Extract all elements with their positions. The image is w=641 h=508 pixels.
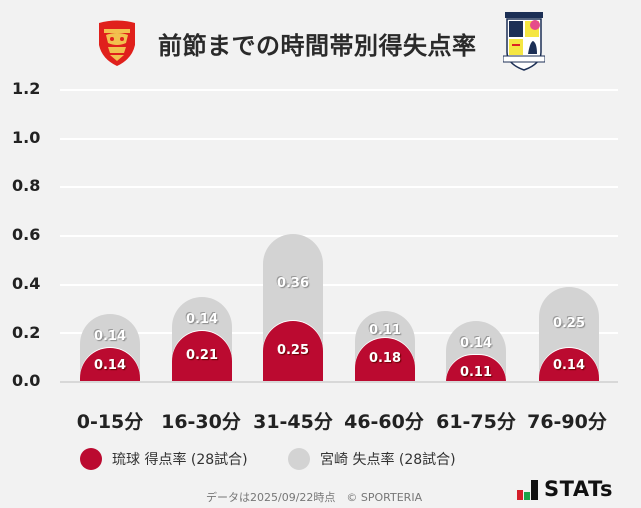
bar-group: 0.11 0.18 — [355, 311, 415, 382]
miyazaki-crest-icon — [503, 12, 545, 71]
data-source-note: データは2025/09/22時点 © SPORTERIA — [206, 491, 423, 504]
x-axis-baseline — [60, 381, 618, 383]
ryukyu-crest-icon — [99, 20, 135, 66]
bar-away-value: 0.11 — [368, 322, 402, 338]
y-tick-label: 1.2 — [12, 79, 41, 98]
x-tick-label: 46-60分 — [344, 411, 424, 433]
bar-away-value: 0.36 — [276, 275, 310, 291]
bar-chart-logo-icon — [517, 480, 538, 500]
bar-group: 0.14 0.14 — [80, 314, 140, 382]
legend-swatch-red-icon — [80, 448, 102, 470]
gridline — [60, 186, 618, 188]
legend-item-away[interactable]: 宮崎 失点率 (28試合) — [288, 448, 456, 470]
gridline — [60, 284, 618, 286]
x-tick-label: 31-45分 — [253, 411, 333, 433]
bar-home-value: 0.21 — [185, 347, 219, 363]
bar-home-value: 0.14 — [552, 358, 586, 373]
x-tick-label: 61-75分 — [436, 411, 516, 433]
bar-group: 0.14 0.11 — [446, 321, 506, 382]
bar-away-value: 0.14 — [93, 329, 127, 344]
gridline — [60, 89, 618, 91]
y-tick-label: 0.6 — [12, 225, 41, 244]
bar-home-value: 0.18 — [368, 351, 402, 366]
legend-item-home[interactable]: 琉球 得点率 (28試合) — [80, 448, 248, 470]
stats-brand-text: STATs — [544, 477, 613, 501]
bar-away-value: 0.25 — [552, 315, 586, 331]
legend-swatch-grey-icon — [288, 448, 310, 470]
bar-home-value: 0.25 — [276, 342, 310, 358]
bar-home-value: 0.14 — [93, 358, 127, 373]
y-tick-label: 0.0 — [12, 371, 41, 390]
gridline — [60, 235, 618, 237]
gridline — [60, 332, 618, 334]
y-tick-label: 1.0 — [12, 128, 41, 147]
bar-away-value: 0.14 — [185, 312, 219, 327]
stats-brand-logo: STATs — [517, 478, 613, 500]
x-tick-label: 16-30分 — [161, 411, 241, 433]
bar-home — [172, 331, 232, 382]
chart-title: 前節までの時間帯別得失点率 — [158, 32, 477, 60]
gridline — [60, 138, 618, 140]
bar-group: 0.25 0.14 — [539, 287, 599, 382]
bar-group: 0.14 0.21 — [172, 297, 232, 382]
bar-home — [263, 321, 323, 382]
bar-group: 0.36 0.25 — [263, 234, 323, 382]
chart-header: 前節までの時間帯別得失点率 — [0, 0, 641, 80]
y-tick-label: 0.2 — [12, 323, 41, 342]
y-tick-label: 0.8 — [12, 176, 41, 195]
bar-home-value: 0.11 — [459, 365, 493, 380]
bar-away-value: 0.14 — [459, 336, 493, 351]
x-tick-label: 76-90分 — [527, 411, 607, 433]
legend-label-away: 宮崎 失点率 (28試合) — [320, 452, 456, 468]
bar-home — [355, 338, 415, 382]
y-tick-label: 0.4 — [12, 274, 41, 293]
x-tick-label: 0-15分 — [76, 411, 144, 433]
legend-label-home: 琉球 得点率 (28試合) — [112, 452, 248, 468]
